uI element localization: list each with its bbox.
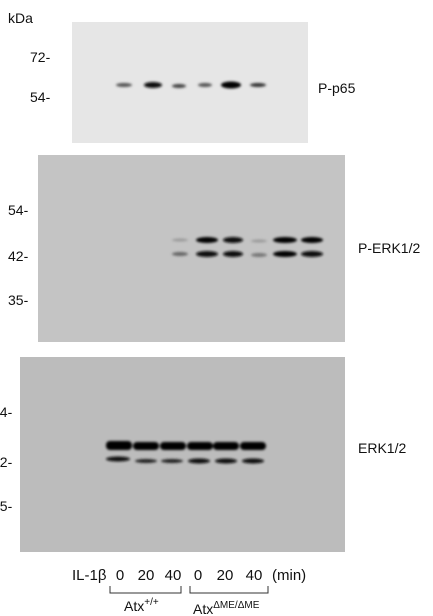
marker: 72-: [30, 49, 51, 65]
group-name: Atx: [124, 598, 144, 614]
marker: 54-: [0, 404, 13, 420]
marker: 54-: [8, 202, 29, 218]
marker: 35-: [0, 498, 13, 514]
marker: 42-: [0, 454, 13, 470]
timepoint: 40: [165, 567, 182, 584]
bands: [116, 81, 266, 89]
group-label: AtxΔME/ΔME: [193, 600, 260, 616]
blot-panel: [72, 22, 308, 143]
group-superscript: ΔME/ΔME: [213, 600, 259, 611]
marker: 35-: [8, 292, 29, 308]
blot-panel: [20, 357, 345, 552]
timepoint: 20: [138, 567, 155, 584]
timepoint: 20: [217, 567, 234, 584]
marker: 42-: [8, 248, 29, 264]
group-bracket: [189, 586, 269, 594]
group-bracket: [109, 586, 182, 594]
blot-label: ERK1/2: [358, 440, 406, 456]
timepoint: 0: [116, 567, 124, 584]
bands: [106, 441, 266, 464]
bands: [172, 237, 323, 257]
blot-panel: [38, 155, 345, 342]
group-superscript: +/+: [144, 597, 159, 608]
unit-label: kDa: [8, 10, 33, 26]
group-name: Atx: [193, 601, 213, 616]
timepoint: 0: [194, 567, 202, 584]
blot-label: P-p65: [318, 80, 356, 96]
timepoint: 40: [246, 567, 263, 584]
marker: 54-: [30, 89, 51, 105]
group-label: Atx+/+: [124, 597, 159, 614]
blot-label: P-ERK1/2: [358, 240, 420, 256]
treatment-label: IL-1β: [72, 567, 107, 584]
time-unit: (min): [272, 567, 306, 584]
